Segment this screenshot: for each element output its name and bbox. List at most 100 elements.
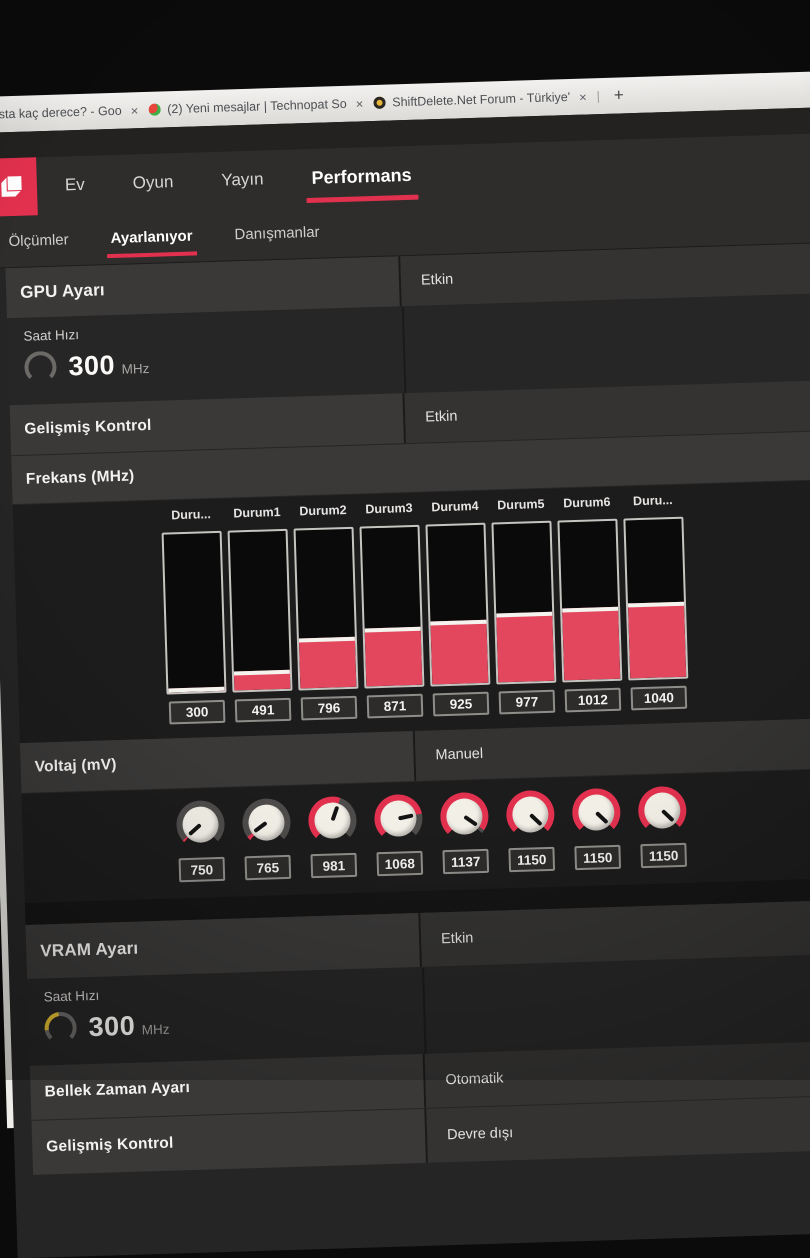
freq-value-box[interactable]: 796 [300, 695, 358, 721]
browser-tab-title: (2) Yeni mesajlar | Technopat So [167, 96, 347, 117]
voltage-value-box[interactable]: 1137 [442, 848, 490, 875]
voltage-value-box[interactable]: 1068 [376, 850, 424, 877]
gpu-clock-value: 300 [67, 349, 116, 381]
tab-ev[interactable]: Ev [64, 174, 86, 194]
knob-face [643, 791, 681, 830]
freq-bar[interactable] [623, 516, 689, 681]
freq-bar-fill [364, 626, 423, 687]
main-nav: Ev Oyun Yayın Performans [62, 156, 414, 204]
voltage-knob[interactable] [571, 787, 622, 838]
screen: sta kaç derece? - Goo × (2) Yeni mesajla… [0, 71, 810, 1258]
tab-close-icon[interactable]: × [355, 95, 364, 112]
freq-bar[interactable] [491, 520, 557, 685]
freq-state-column: Durum2 796 [292, 503, 361, 721]
tab-ayarlaniyor[interactable]: Ayarlanıyor [108, 222, 195, 254]
tab-yayin[interactable]: Yayın [221, 168, 264, 190]
freq-bar[interactable] [161, 530, 227, 695]
voltage-value-box[interactable]: 1150 [640, 842, 688, 869]
shiftdelete-favicon-icon [373, 96, 386, 109]
tab-olcumler[interactable]: Ölçümler [8, 231, 69, 251]
tab-danismanlar[interactable]: Danışmanlar [234, 223, 320, 244]
vram-advanced-label-cell: Gelişmiş Kontrol [31, 1108, 428, 1175]
freq-state-label: Durum4 [431, 498, 479, 515]
freq-value-box[interactable]: 871 [366, 693, 424, 719]
gauge-tick [38, 1005, 84, 1051]
freq-state-label: Duru... [632, 493, 673, 509]
tab-oyun[interactable]: Oyun [132, 171, 174, 192]
freq-state-label: Durum6 [563, 494, 611, 511]
voltage-knob[interactable] [307, 795, 358, 846]
browser-tab[interactable]: (2) Yeni mesajlar | Technopat So × [148, 96, 365, 118]
voltage-knob[interactable] [439, 791, 490, 842]
tab-close-icon[interactable]: × [578, 88, 587, 105]
freq-bar[interactable] [557, 518, 623, 683]
new-tab-button[interactable]: + [613, 85, 625, 105]
freq-state-label: Duru... [171, 507, 212, 523]
frequency-header-title: Frekans (MHz) [25, 467, 135, 488]
freq-bar[interactable] [359, 524, 425, 689]
vram-clock-unit: MHz [141, 1021, 170, 1037]
freq-value-box[interactable]: 925 [432, 691, 490, 717]
gpu-clock-unit: MHz [121, 360, 150, 377]
voltage-knob[interactable] [241, 797, 292, 848]
tab-close-icon[interactable]: × [130, 102, 139, 118]
knob-face [379, 800, 417, 838]
voltage-knob[interactable] [637, 785, 688, 836]
knob-face [181, 806, 220, 844]
voltage-column: 750 [169, 799, 233, 883]
tab-performans[interactable]: Performans [309, 156, 414, 196]
browser-tab[interactable]: sta kaç derece? - Goo × [0, 103, 140, 122]
freq-state-label: Durum2 [299, 502, 347, 519]
freq-bar-fill [430, 619, 489, 685]
knob-needle [330, 805, 340, 822]
gauge-icon [38, 1005, 84, 1051]
memory-timing-value: Otomatik [445, 1070, 504, 1089]
knob-needle [528, 813, 543, 827]
knob-face [445, 797, 483, 836]
voltage-column: 1150 [499, 789, 563, 873]
voltage-column: 1150 [565, 787, 629, 871]
vram-clock-value: 300 [88, 1010, 136, 1042]
knob-needle [253, 820, 268, 834]
freq-bar-fill [168, 686, 225, 693]
freq-value-box[interactable]: 1012 [564, 687, 622, 713]
voltage-value-box[interactable]: 750 [178, 856, 226, 883]
freq-state-column: Durum5 977 [490, 497, 559, 715]
voltage-value-box[interactable]: 1150 [508, 846, 556, 873]
freq-state-label: Durum3 [365, 500, 413, 517]
voltage-knob[interactable] [505, 789, 556, 840]
freq-state-column: Durum6 1012 [556, 495, 625, 713]
voltage-column: 1068 [367, 793, 431, 877]
freq-bar[interactable] [425, 522, 491, 687]
knob-needle [187, 823, 202, 837]
voltage-column: 765 [235, 797, 299, 881]
voltage-column: 1137 [433, 791, 497, 875]
voltage-value-box[interactable]: 1150 [574, 844, 622, 871]
tab-separator: | [596, 89, 601, 104]
amd-logo-icon[interactable] [0, 157, 38, 217]
freq-state-column: Durum3 871 [358, 501, 427, 719]
advanced-control-title: Gelişmiş Kontrol [24, 416, 152, 438]
freq-value-box[interactable]: 977 [498, 689, 556, 715]
knob-face [511, 795, 549, 834]
freq-value-box[interactable]: 491 [234, 697, 292, 723]
radeon-software-window: Ev Oyun Yayın Performans Ölçümler Ayarla… [0, 133, 810, 1258]
freq-value-box[interactable]: 300 [168, 699, 226, 725]
freq-bar[interactable] [227, 528, 293, 693]
freq-bar[interactable] [293, 526, 359, 691]
browser-tab-title: sta kaç derece? - Goo [0, 103, 122, 122]
freq-state-column: Durum4 925 [424, 499, 493, 717]
browser-tab[interactable]: ShiftDelete.Net Forum - Türkiye' × [373, 89, 589, 111]
freq-bar-fill [496, 612, 555, 683]
knob-face [247, 804, 286, 842]
memory-timing-title: Bellek Zaman Ayarı [44, 1079, 191, 1101]
knob-face [577, 793, 615, 832]
freq-value-box[interactable]: 1040 [630, 685, 688, 711]
voltage-mode: Manuel [435, 745, 484, 764]
freq-bar-fill [298, 636, 357, 689]
voltage-value-box[interactable]: 765 [244, 854, 292, 881]
advanced-control-status: Etkin [424, 408, 458, 426]
voltage-knob[interactable] [175, 799, 226, 850]
voltage-knob[interactable] [373, 793, 424, 844]
voltage-value-box[interactable]: 981 [310, 852, 358, 879]
